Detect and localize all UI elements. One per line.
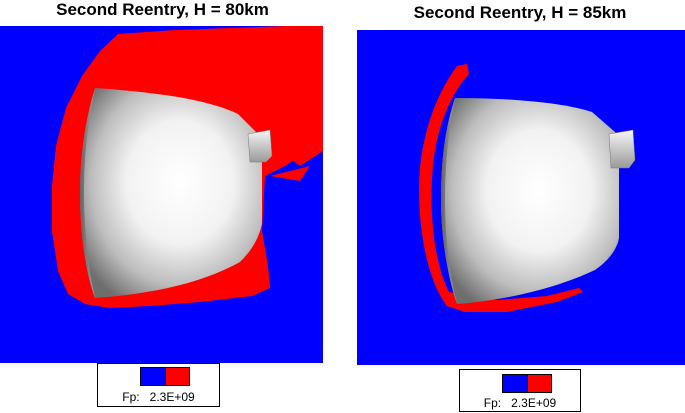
- capsule-nose-shadow: [80, 88, 95, 298]
- capsule-nose-shadow: [441, 98, 457, 304]
- capsule-stub: [247, 129, 273, 163]
- legend-variable: Fp:: [483, 396, 502, 410]
- capsule-body: [441, 98, 619, 304]
- flow-field-plot-80km: [0, 26, 323, 363]
- legend-label: Fp: 2.3E+09: [460, 396, 580, 410]
- legend-swatch-below: [503, 375, 528, 392]
- wake-streaks: [270, 136, 323, 181]
- panel-title-left: Second Reentry, H = 80km: [56, 0, 269, 19]
- legend-value: 2.3E+09: [511, 396, 557, 410]
- legend-value: 2.3E+09: [149, 390, 195, 404]
- capsule-body: [80, 88, 262, 298]
- color-legend-left: Fp: 2.3E+09: [97, 363, 220, 407]
- flow-field-plot-85km: [357, 30, 685, 365]
- legend-swatch-below: [141, 368, 166, 385]
- capsule-stub: [608, 129, 636, 169]
- legend-label: Fp: 2.3E+09: [98, 390, 219, 404]
- legend-swatch-above: [165, 368, 189, 385]
- panel-title-right: Second Reentry, H = 85km: [413, 3, 627, 22]
- color-legend-right: Fp: 2.3E+09: [459, 369, 581, 412]
- legend-swatch-bar: [140, 367, 190, 386]
- legend-swatch-above: [527, 375, 551, 392]
- legend-variable: Fp:: [122, 390, 140, 404]
- legend-swatch-bar: [502, 374, 552, 393]
